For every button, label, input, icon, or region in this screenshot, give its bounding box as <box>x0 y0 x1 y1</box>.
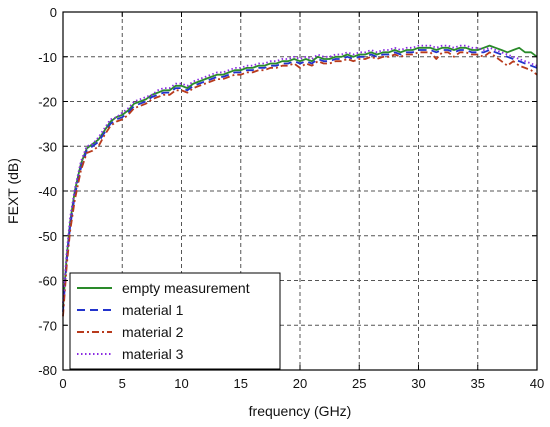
series-line-4 <box>62 44 538 303</box>
legend-label: material 2 <box>122 324 184 340</box>
x-tick-label: 15 <box>234 376 248 391</box>
x-tick-label: 25 <box>352 376 366 391</box>
y-axis-label: FEXT (dB) <box>5 158 21 224</box>
legend-label: material 3 <box>122 346 184 362</box>
legend-label: empty measurement <box>122 280 250 296</box>
x-tick-label: 10 <box>174 376 188 391</box>
series-line-1 <box>62 44 538 308</box>
x-axis-label: frequency (GHz) <box>249 403 352 419</box>
legend-label: material 1 <box>122 302 184 318</box>
x-tick-label: 5 <box>119 376 126 391</box>
x-tick-label: 40 <box>530 376 544 391</box>
series-line-3 <box>62 51 538 317</box>
x-tick-label: 20 <box>293 376 307 391</box>
y-tick-label: -70 <box>38 318 57 333</box>
y-tick-label: -40 <box>38 184 57 199</box>
x-tick-label: 0 <box>59 376 66 391</box>
y-tick-label: -10 <box>38 50 57 65</box>
y-tick-label: -30 <box>38 139 57 154</box>
series-line-2 <box>62 49 538 312</box>
x-tick-label: 35 <box>471 376 485 391</box>
x-tick-label: 30 <box>411 376 425 391</box>
series-lines <box>62 44 538 317</box>
y-tick-label: -80 <box>38 363 57 378</box>
y-tick-label: 0 <box>50 5 57 20</box>
legend: empty measurement material 1 material 2 mat… <box>69 272 281 370</box>
y-tick-label: -20 <box>38 95 57 110</box>
y-tick-label: -50 <box>38 229 57 244</box>
y-tick-label: -60 <box>38 274 57 289</box>
